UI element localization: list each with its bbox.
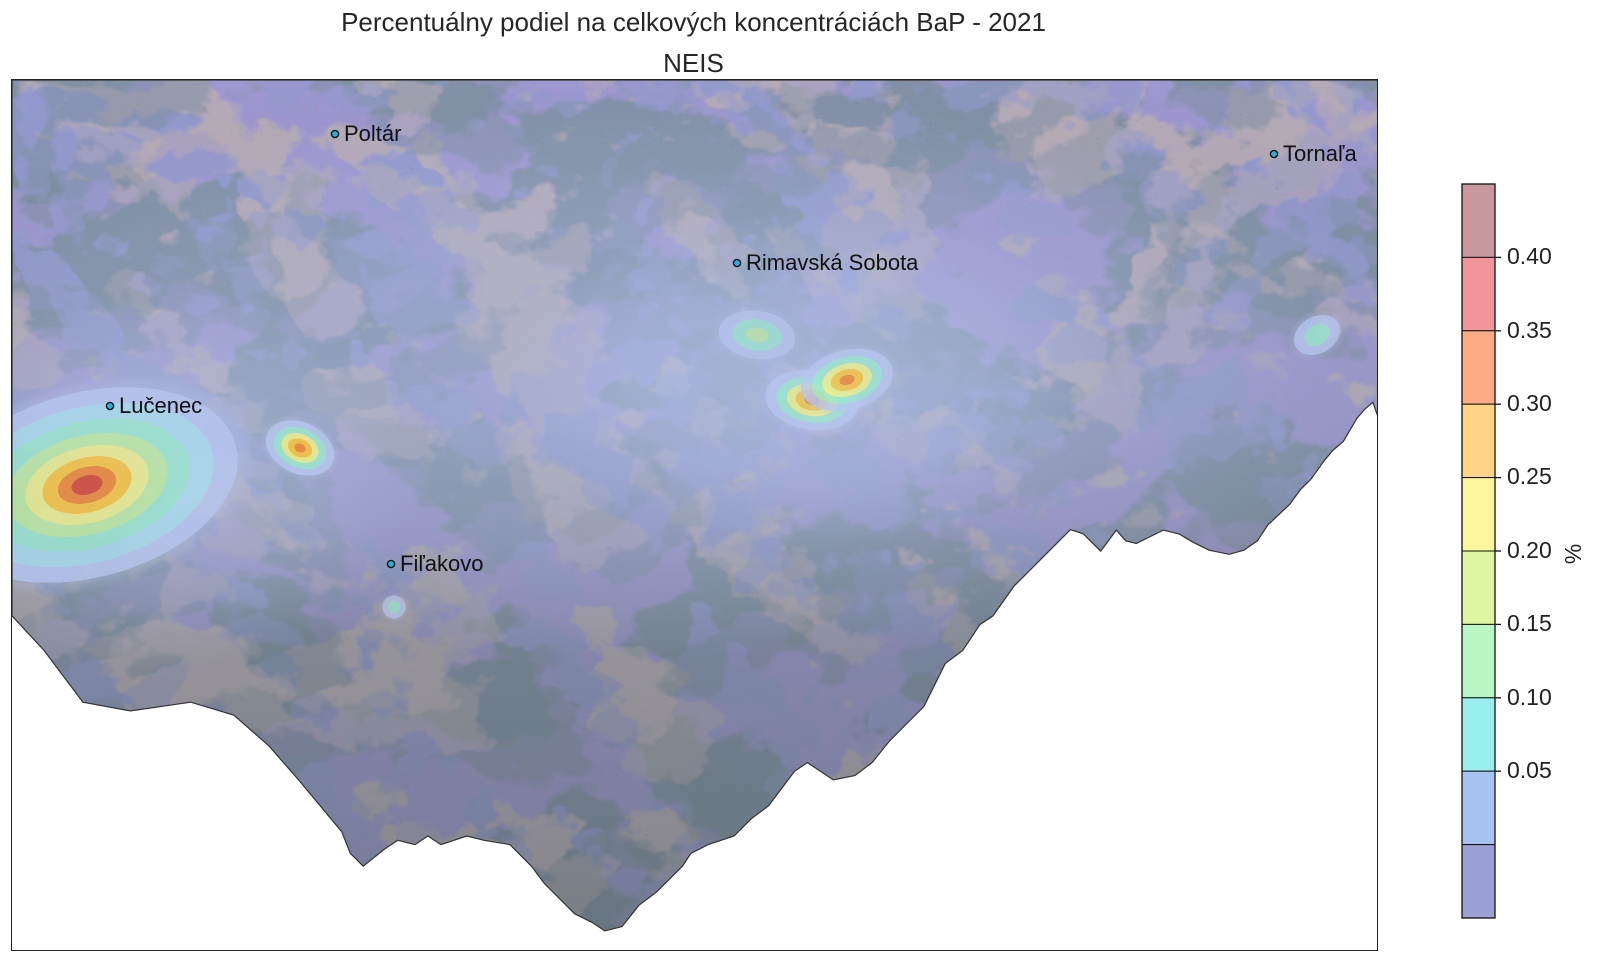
svg-text:0.10: 0.10 [1507, 684, 1552, 710]
svg-text:Lučenec: Lučenec [119, 393, 202, 418]
svg-text:Rimavská Sobota: Rimavská Sobota [746, 250, 919, 275]
svg-text:0.20: 0.20 [1507, 537, 1552, 563]
svg-text:Tornaľa: Tornaľa [1283, 141, 1357, 166]
svg-text:Fiľakovo: Fiľakovo [400, 551, 483, 576]
svg-text:Poltár: Poltár [344, 121, 401, 146]
svg-text:0.25: 0.25 [1507, 463, 1552, 489]
svg-text:0.30: 0.30 [1507, 390, 1552, 416]
svg-text:0.05: 0.05 [1507, 757, 1552, 783]
svg-text:%: % [1560, 544, 1586, 564]
svg-text:0.40: 0.40 [1507, 243, 1552, 269]
svg-text:0.15: 0.15 [1507, 610, 1552, 636]
svg-text:0.35: 0.35 [1507, 317, 1552, 343]
